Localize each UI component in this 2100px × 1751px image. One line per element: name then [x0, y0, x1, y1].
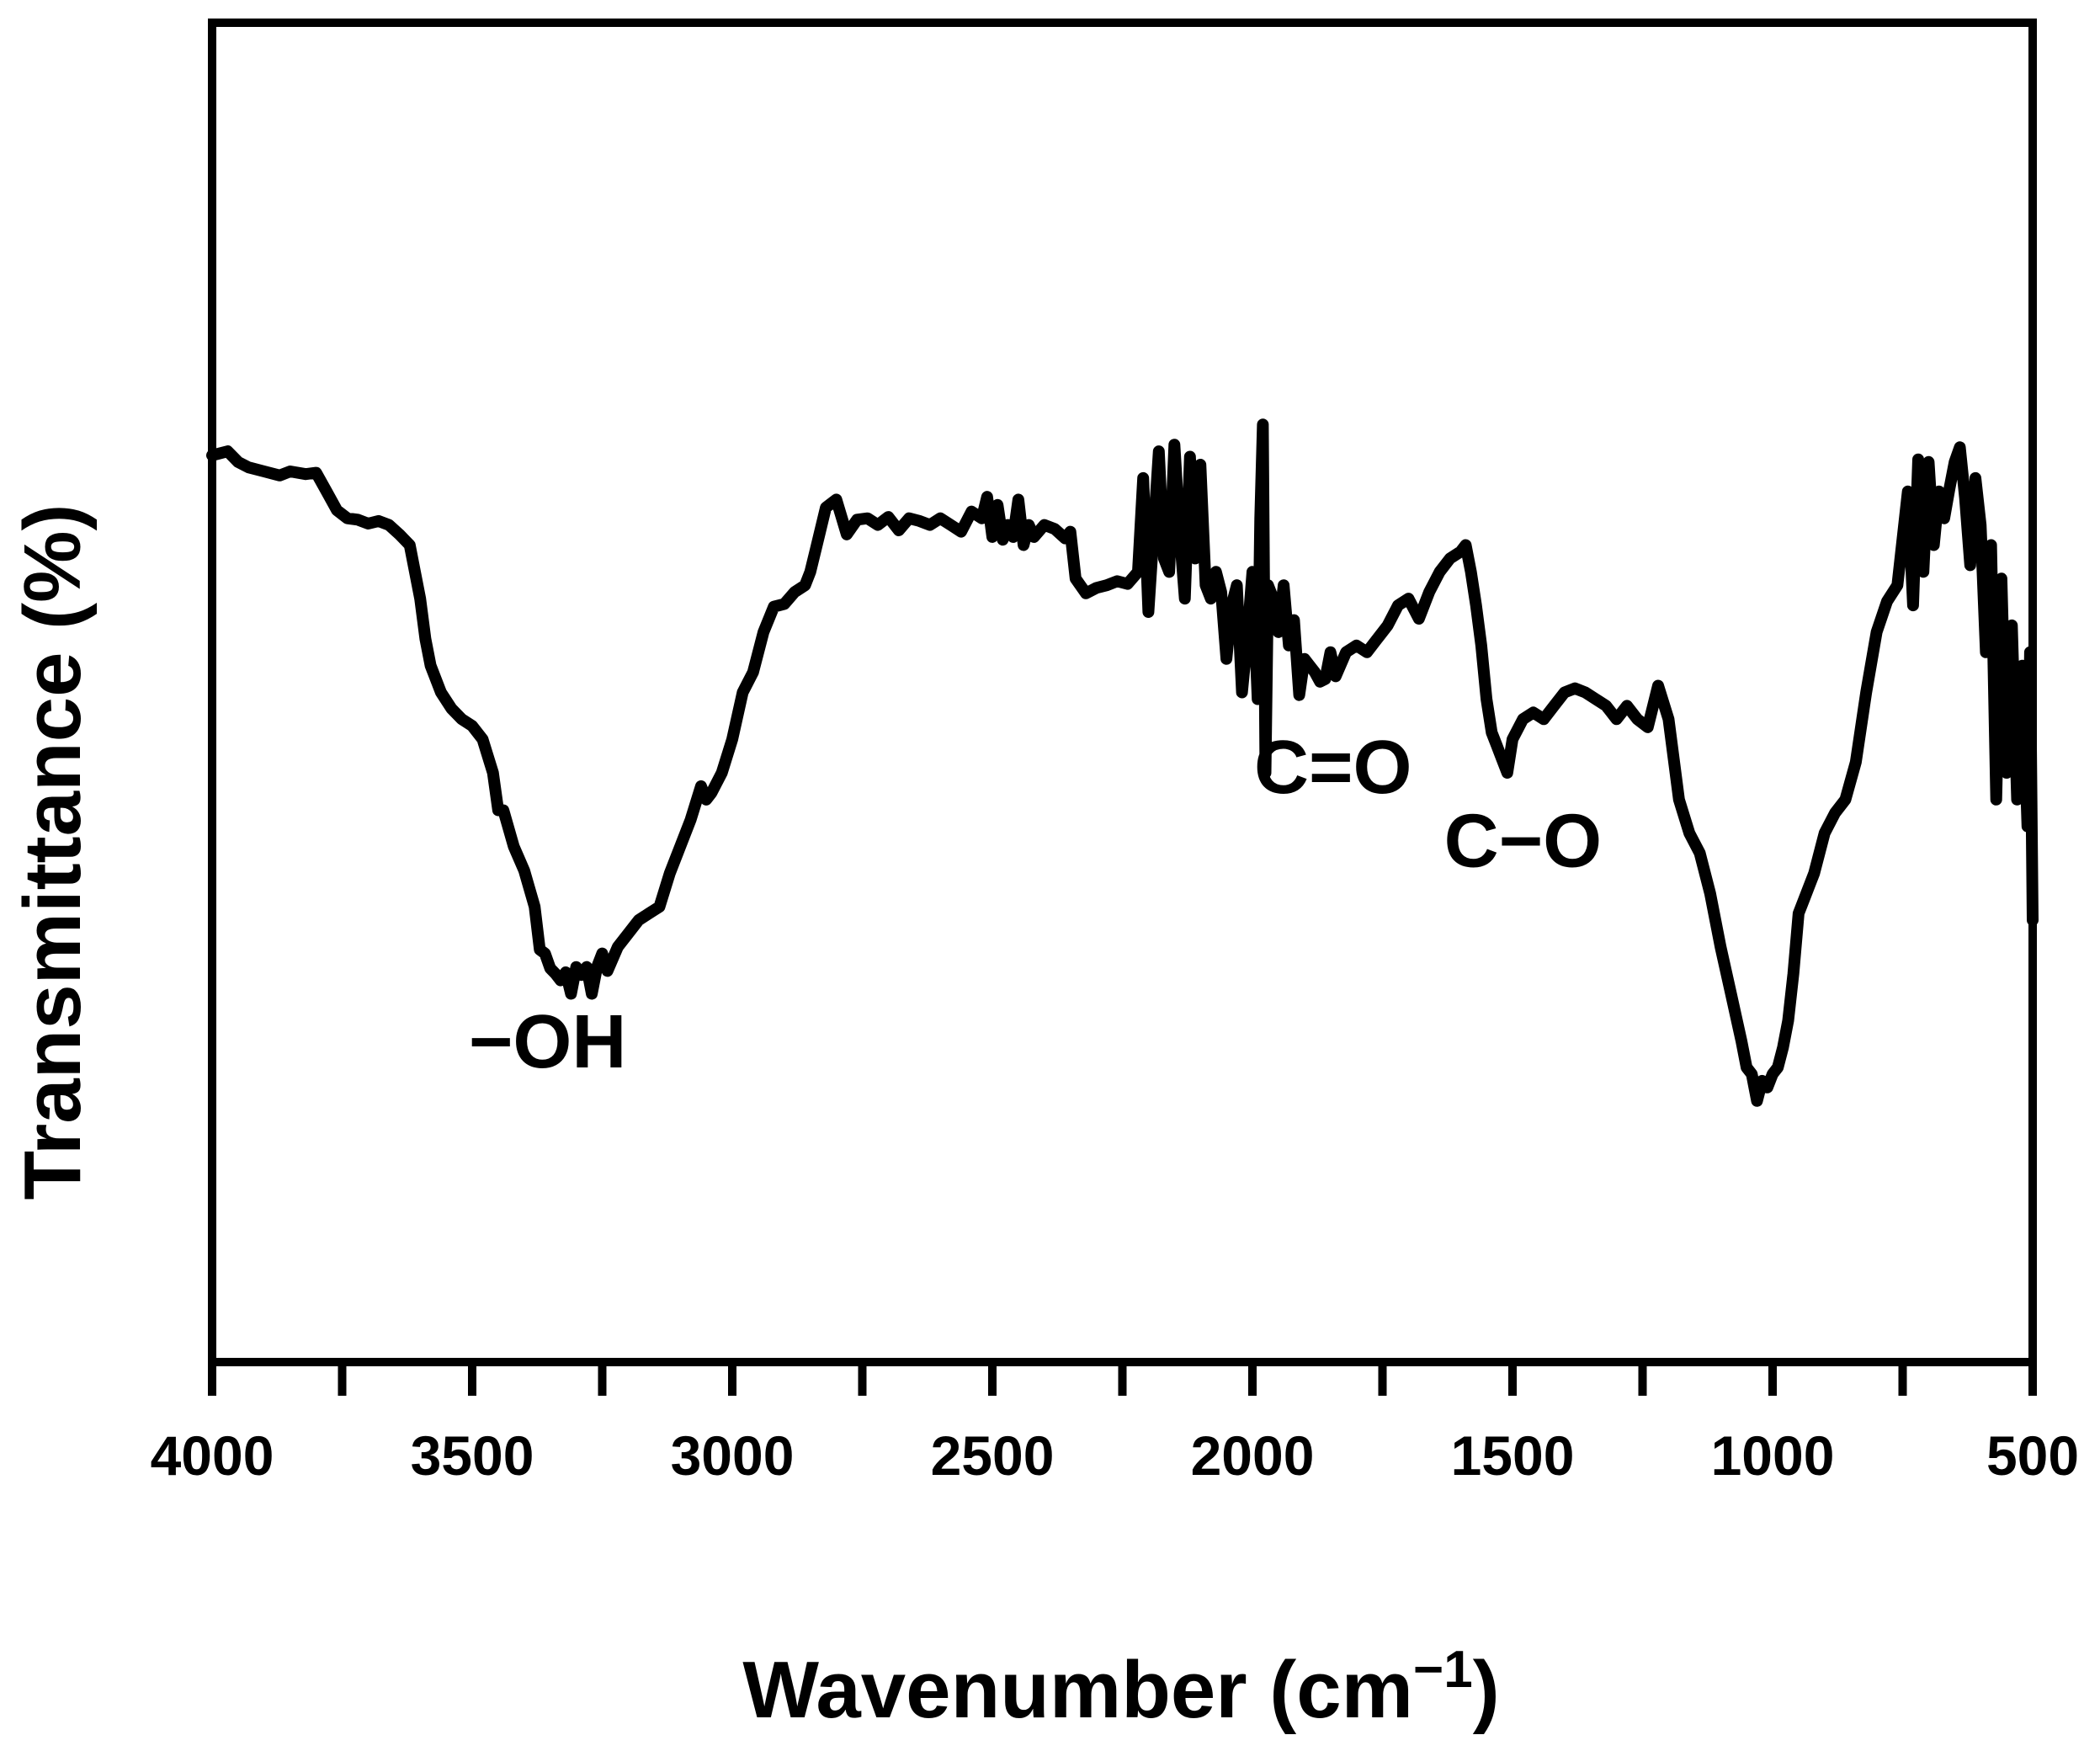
peak-annotation: −OH: [469, 1000, 627, 1084]
plot-frame: [208, 19, 2037, 1366]
x-axis-tick-labels: 4000 3500 3000 2500 2000 1500 1000 500: [151, 1424, 2079, 1487]
x-axis-title-main: Wavenumber (cm: [742, 1645, 1413, 1735]
x-tick-label: 2500: [931, 1424, 1055, 1487]
x-axis-title-close: ): [1473, 1645, 1500, 1735]
x-axis-title-superscript: −1: [1413, 1641, 1473, 1699]
x-axis-title: Wavenumber (cm−1): [742, 1641, 1499, 1735]
x-tick-label: 1000: [1711, 1424, 1835, 1487]
x-tick-label: 4000: [151, 1424, 274, 1487]
x-tick-label: 500: [1986, 1424, 2079, 1487]
y-axis-title: Transmittance (%): [8, 504, 98, 1200]
x-axis-ticks: [208, 1362, 2037, 1396]
x-tick-label: 1500: [1451, 1424, 1575, 1487]
peak-annotation: C=O: [1254, 726, 1412, 810]
series-line: [206, 418, 2039, 1107]
plot-area: 4000 3500 3000 2500 2000 1500 1000 500 −OH C=O C−…: [151, 19, 2079, 1487]
x-tick-label: 3500: [411, 1424, 534, 1487]
x-tick-label: 3000: [671, 1424, 795, 1487]
x-tick-label: 2000: [1191, 1424, 1315, 1487]
peak-annotation: C−O: [1444, 799, 1603, 883]
peak-annotations: −OH C=O C−O: [469, 726, 1602, 1084]
